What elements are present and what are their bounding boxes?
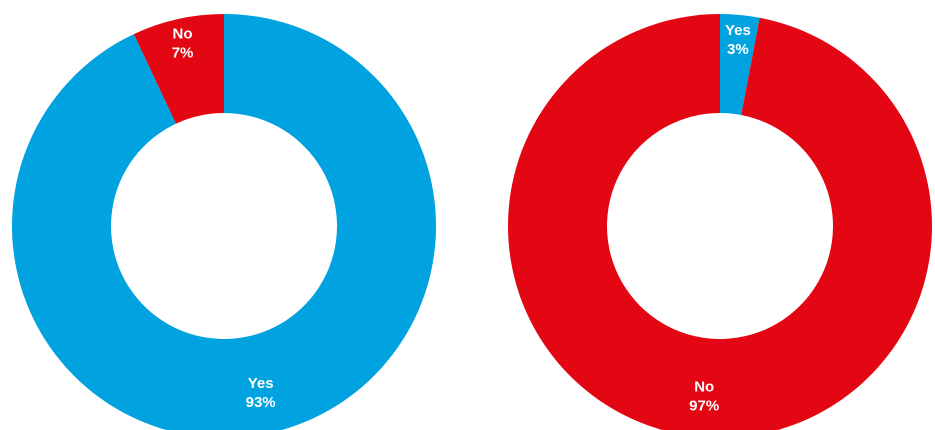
slice-label-yes: Yes bbox=[725, 22, 751, 39]
slice-yes bbox=[720, 14, 760, 116]
slice-label-yes: Yes bbox=[248, 375, 274, 392]
slice-value-yes: 93% bbox=[246, 394, 276, 411]
slice-no bbox=[508, 14, 932, 430]
slice-no bbox=[133, 14, 224, 124]
slice-value-no: 97% bbox=[689, 397, 719, 414]
slice-label-no: No bbox=[694, 378, 714, 395]
slice-label-no: No bbox=[173, 26, 193, 43]
donut-chart-left: No 7% Yes 93% bbox=[12, 14, 436, 430]
slice-yes bbox=[12, 14, 436, 430]
donut-chart-right: Yes 3% No 97% bbox=[508, 14, 932, 430]
slice-value-no: 7% bbox=[172, 45, 194, 62]
slice-value-yes: 3% bbox=[727, 41, 749, 58]
